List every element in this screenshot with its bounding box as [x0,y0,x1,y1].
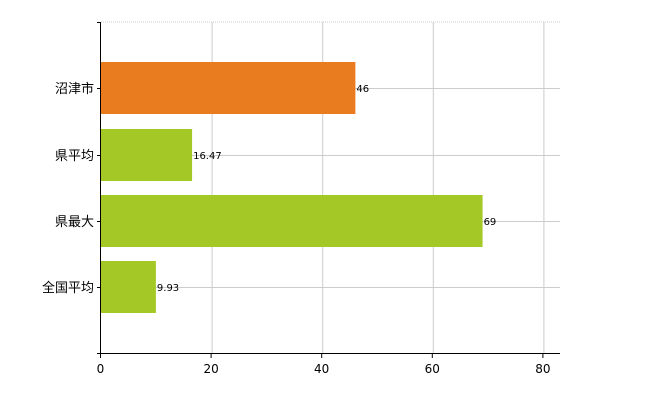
axes [97,22,560,358]
x-tick-label: 60 [425,362,440,376]
x-tick-label: 20 [203,362,218,376]
x-tick-label: 40 [314,362,329,376]
x-tick-label: 0 [97,362,105,376]
category-label: 県平均 [55,149,94,164]
bar [101,261,156,313]
data-label: 16.47 [193,151,222,162]
bar [101,195,483,247]
data-label: 69 [484,217,497,228]
category-label: 県最大 [55,215,94,230]
bar [101,129,193,181]
data-label: 9.93 [157,283,179,294]
bars [101,62,483,313]
data-label: 46 [356,84,369,95]
bar [101,62,356,114]
category-label: 沼津市 [55,81,94,97]
category-label: 全国平均 [42,280,94,296]
x-tick-label: 80 [535,362,550,376]
